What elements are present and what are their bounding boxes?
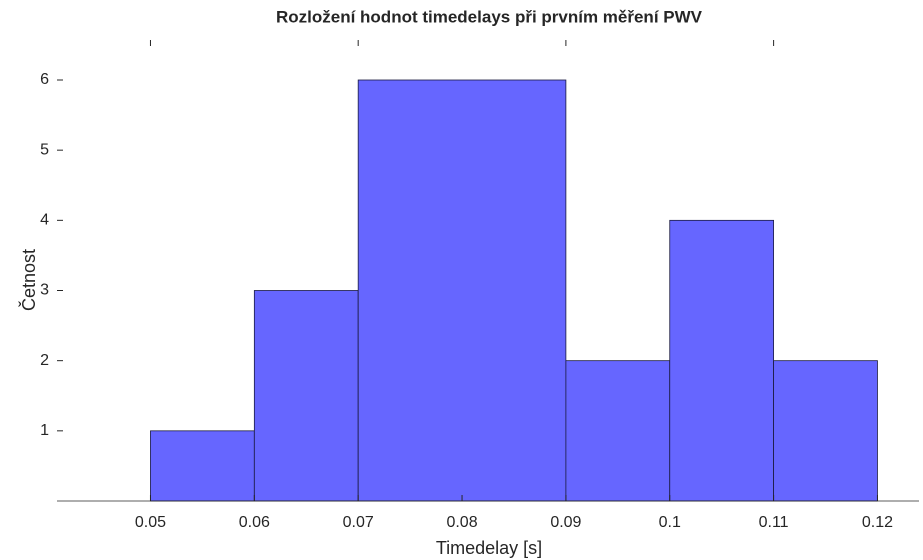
bar	[773, 360, 878, 502]
y-tick-label: 3	[40, 282, 49, 299]
bar	[253, 290, 359, 502]
bar	[669, 219, 775, 502]
x-tick-label: 0.09	[550, 514, 581, 531]
x-tick-label: 0.07	[343, 514, 374, 531]
bar	[150, 430, 255, 502]
y-tick-label: 5	[40, 141, 49, 158]
x-tick-label: 0.08	[446, 514, 477, 531]
y-tick-label: 4	[40, 212, 49, 229]
x-tick-label: 0.06	[239, 514, 270, 531]
y-axis-label: Četnost	[18, 249, 39, 311]
x-tick-label: 0.11	[759, 514, 789, 531]
x-tick-label: 0.1	[659, 514, 681, 531]
y-tick-label: 1	[40, 422, 49, 439]
bar	[565, 360, 671, 502]
x-tick-label: 0.12	[862, 514, 893, 531]
x-axis-label: Timedelay [s]	[436, 538, 542, 558]
y-tick-label: 6	[40, 71, 49, 88]
y-tick-label: 2	[40, 352, 49, 369]
x-tick-label: 0.05	[135, 514, 166, 531]
bar	[357, 79, 567, 502]
chart-title: Rozložení hodnot timedelays při prvním m…	[276, 7, 703, 26]
